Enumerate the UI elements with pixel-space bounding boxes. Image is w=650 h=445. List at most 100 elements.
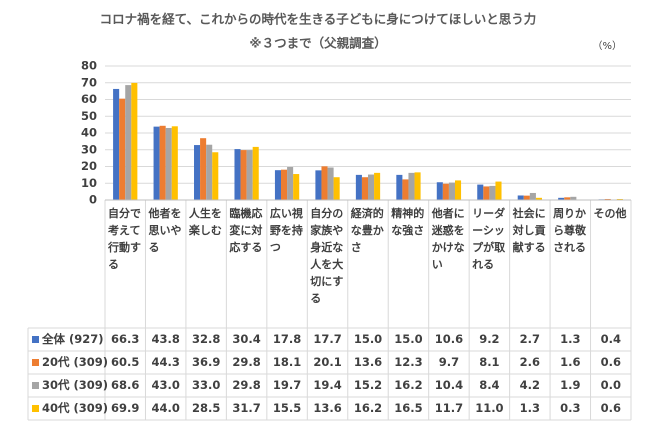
bar [333,177,340,200]
y-tick-label: 50 [81,109,97,123]
table-value: 0.6 [601,401,621,415]
table-value: 32.8 [192,332,220,346]
bar [252,146,259,200]
table-value: 10.6 [435,332,463,346]
bar [558,197,565,200]
table-value: 15.0 [394,332,422,346]
bar [361,177,368,200]
table-value: 29.8 [232,355,260,369]
table-value: 11.0 [475,401,503,415]
category-label: 自分で考えて行動する [108,207,141,271]
legend-swatch [32,359,39,366]
table-value: 17.7 [313,332,341,346]
category-label: 臨機応変に対応する [229,207,263,254]
bar [368,174,375,200]
category-label: 周りから尊敬される [553,207,587,254]
table-value: 0.6 [601,355,621,369]
legend-label: 20代 (309) [42,355,108,369]
bar [523,195,530,200]
bar [206,144,213,200]
table-value: 9.7 [439,355,459,369]
table-value: 69.9 [111,401,139,415]
table-value: 17.8 [273,332,301,346]
table-value: 66.3 [111,332,139,346]
bar [489,185,496,200]
table-value: 43.8 [152,332,180,346]
y-tick-label: 20 [81,159,97,173]
bar [402,179,409,200]
category-label: 他者を思いやる [148,207,182,254]
table-value: 1.9 [560,378,580,392]
bar [374,172,381,200]
bar [212,152,219,200]
category-label: 精神的な強さ [391,207,425,237]
bar [483,186,490,200]
table-value: 8.1 [479,355,499,369]
bar [529,192,536,200]
bar [113,88,120,200]
bar [246,150,253,200]
table-value: 4.2 [520,378,540,392]
table-value: 44.0 [152,401,180,415]
category-label: その他 [593,207,627,220]
table-value: 8.4 [479,378,499,392]
chart-subtitle: ※３つまで（父親調査） [249,36,386,51]
bar [281,169,288,200]
bar [535,197,542,200]
table-value: 15.5 [273,401,301,415]
legend-swatch [32,336,39,343]
table-value: 16.2 [394,378,422,392]
table-value: 15.2 [354,378,382,392]
table-value: 30.4 [232,332,260,346]
table-value: 2.7 [520,332,540,346]
legend-label: 全体 (927) [41,332,104,346]
table-value: 29.8 [232,378,260,392]
category-label: 経済的な豊かさ [350,207,384,254]
category-label: 他者に迷惑をかけない [431,207,465,271]
table-value: 0.0 [601,378,621,392]
table-value: 1.3 [520,401,540,415]
bar [153,126,160,200]
bar [194,145,201,200]
bar [200,138,207,200]
bar [495,181,502,200]
y-tick-label: 10 [81,176,97,190]
bar [321,166,328,200]
category-label: 人生を楽しむ [188,207,222,237]
y-tick-label: 70 [81,75,97,89]
table-value: 19.4 [313,378,341,392]
table-value: 12.3 [394,355,422,369]
bar [448,182,455,200]
table-value: 19.7 [273,378,301,392]
table-value: 28.5 [192,401,220,415]
bar [165,127,172,200]
bar [517,195,524,200]
bar [570,196,577,200]
bar [477,184,484,200]
bar [396,174,403,200]
bar [125,85,132,200]
table-value: 44.3 [152,355,180,369]
y-tick-label: 40 [81,126,97,140]
bar [240,150,247,200]
bar [315,170,322,200]
table-value: 0.3 [560,401,580,415]
bar [436,182,443,200]
chart-title: コロナ禍を経て、これからの時代を生きる子どもに身につけてほしいと思う力 [100,12,537,27]
table-value: 18.1 [273,355,301,369]
category-label: 自分の家族や身近な人を大切にする [310,207,344,305]
legend-swatch [32,382,39,389]
bar [408,172,415,200]
y-tick-label: 30 [81,142,97,156]
category-label: リーダーシップが取れる [472,207,506,271]
table-value: 31.7 [232,401,260,415]
unit-label: （%） [592,40,622,52]
table-value: 9.2 [479,332,499,346]
table-value: 13.6 [313,401,341,415]
legend-swatch [32,405,39,412]
legend-label: 40代 (309) [42,401,108,415]
legend-label: 30代 (309) [42,378,108,392]
bar [454,180,462,200]
